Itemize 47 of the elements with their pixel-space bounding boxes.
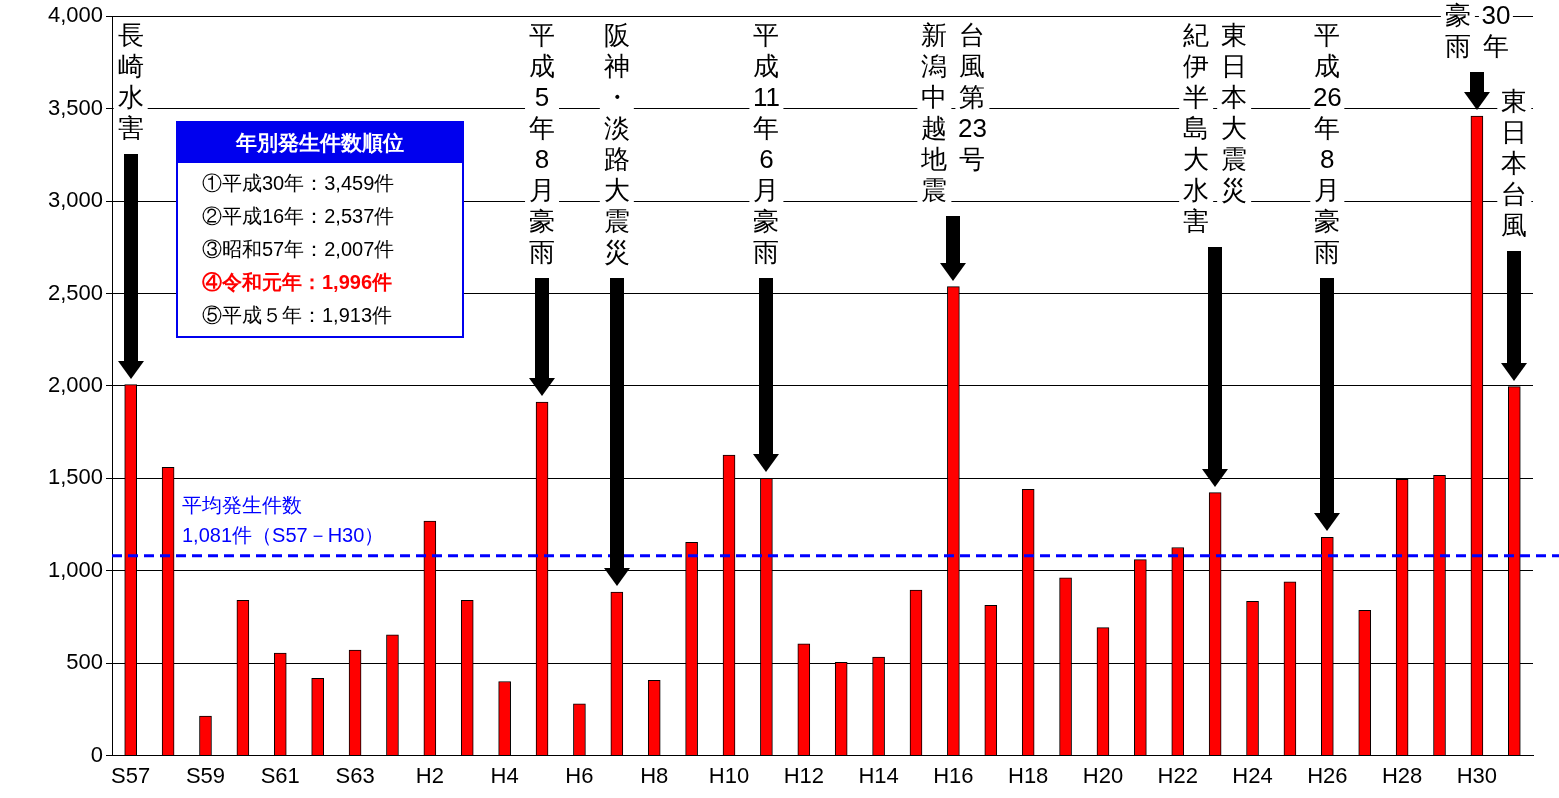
annotation: 年別発生件数順位 (178, 123, 462, 163)
x-tick-label: H30 (1456, 762, 1498, 788)
annotation: ④令和元年：1,996件 (201, 270, 394, 295)
x-tick-label: H22 (1157, 762, 1198, 788)
annotation: 平成11年6月豪雨 (752, 20, 780, 268)
annotation: ②平成16年：2,537件 (201, 204, 396, 229)
y-tick-label: 3,500 (47, 94, 103, 120)
y-tick-label: 4,000 (47, 2, 103, 28)
annotation: 阪神・淡路大震災 (603, 20, 630, 268)
x-tick-label: H12 (783, 762, 824, 788)
x-tick-label: S61 (260, 762, 300, 788)
x-tick-label: S57 (111, 762, 151, 788)
ref-line-label: 平均発生件数 1,081件（S57－H30） (182, 493, 385, 546)
annotation: 豪雨 (1444, 0, 1471, 62)
y-tick-label: 1,500 (47, 464, 103, 490)
x-tick-label: S63 (335, 762, 375, 788)
x-tick-label: H28 (1381, 762, 1423, 788)
y-tick-label: 2,000 (47, 371, 103, 397)
y-tick-label: 1,000 (47, 556, 103, 582)
annotation: 東日本大震災 (1221, 20, 1248, 206)
x-tick-label: H26 (1307, 762, 1348, 788)
annotation: 30年 (1481, 0, 1511, 62)
y-tick-label: 3,000 (47, 187, 103, 213)
y-tick-label: 500 (66, 649, 103, 675)
annotation: 東日本台風 (1501, 86, 1528, 241)
annotation: 新潟中越地震 (920, 20, 948, 206)
annotation: 平成26年8月豪雨 (1312, 20, 1342, 268)
x-tick-label: H8 (640, 762, 669, 788)
annotation: 長崎水害 (117, 20, 144, 144)
annotation: ⑤平成５年：1,913件 (201, 303, 394, 328)
x-tick-label: H4 (490, 762, 519, 788)
annotation: 台風第23号 (957, 20, 987, 175)
y-tick-label: 2,500 (47, 279, 103, 305)
x-tick-label: H14 (858, 762, 899, 788)
x-tick-label: H16 (933, 762, 974, 788)
x-tick-label: H6 (565, 762, 594, 788)
y-tick-label: 0 (90, 741, 103, 767)
annotation: 平成5年8月豪雨 (529, 20, 556, 268)
annotation: ①平成30年：3,459件 (201, 171, 396, 196)
x-tick-label: H10 (708, 762, 750, 788)
x-tick-label: S59 (185, 762, 226, 788)
x-tick-label: H18 (1007, 762, 1049, 788)
x-tick-label: H24 (1232, 762, 1273, 788)
x-tick-label: H2 (415, 762, 444, 788)
annotation: 紀伊半島大水害 (1183, 20, 1210, 237)
x-tick-label: H20 (1082, 762, 1124, 788)
annotation: ③昭和57年：2,007件 (201, 237, 396, 262)
